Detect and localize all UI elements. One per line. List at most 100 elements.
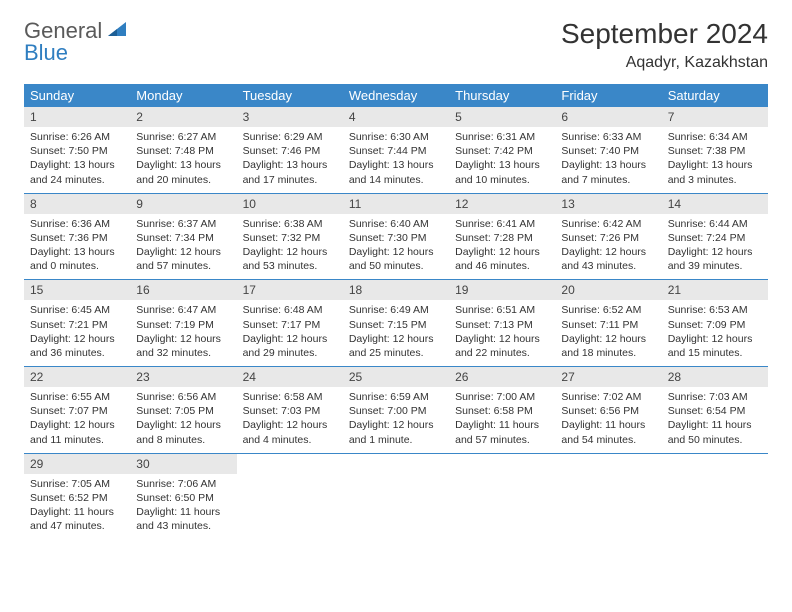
day-details: Sunrise: 6:41 AMSunset: 7:28 PMDaylight:…	[449, 214, 555, 280]
calendar-day-cell	[343, 453, 449, 539]
day-details: Sunrise: 7:02 AMSunset: 6:56 PMDaylight:…	[555, 387, 661, 453]
day-details: Sunrise: 6:58 AMSunset: 7:03 PMDaylight:…	[237, 387, 343, 453]
weekday-header: Monday	[130, 84, 236, 107]
calendar-table: SundayMondayTuesdayWednesdayThursdayFrid…	[24, 84, 768, 539]
calendar-day-cell: 23Sunrise: 6:56 AMSunset: 7:05 PMDayligh…	[130, 367, 236, 454]
calendar-day-cell: 27Sunrise: 7:02 AMSunset: 6:56 PMDayligh…	[555, 367, 661, 454]
day-details: Sunrise: 7:05 AMSunset: 6:52 PMDaylight:…	[24, 474, 130, 540]
calendar-day-cell: 21Sunrise: 6:53 AMSunset: 7:09 PMDayligh…	[662, 280, 768, 367]
day-number: 14	[662, 194, 768, 214]
day-number: 8	[24, 194, 130, 214]
calendar-day-cell: 28Sunrise: 7:03 AMSunset: 6:54 PMDayligh…	[662, 367, 768, 454]
day-number: 1	[24, 107, 130, 127]
day-number: 29	[24, 454, 130, 474]
day-details: Sunrise: 6:36 AMSunset: 7:36 PMDaylight:…	[24, 214, 130, 280]
day-number: 7	[662, 107, 768, 127]
day-number: 27	[555, 367, 661, 387]
day-number: 30	[130, 454, 236, 474]
calendar-day-cell: 24Sunrise: 6:58 AMSunset: 7:03 PMDayligh…	[237, 367, 343, 454]
day-details: Sunrise: 6:47 AMSunset: 7:19 PMDaylight:…	[130, 300, 236, 366]
day-details: Sunrise: 6:29 AMSunset: 7:46 PMDaylight:…	[237, 127, 343, 193]
day-number: 21	[662, 280, 768, 300]
location: Aqadyr, Kazakhstan	[561, 54, 768, 72]
calendar-day-cell	[237, 453, 343, 539]
calendar-day-cell: 22Sunrise: 6:55 AMSunset: 7:07 PMDayligh…	[24, 367, 130, 454]
calendar-week-row: 8Sunrise: 6:36 AMSunset: 7:36 PMDaylight…	[24, 193, 768, 280]
day-details: Sunrise: 6:53 AMSunset: 7:09 PMDaylight:…	[662, 300, 768, 366]
calendar-day-cell: 7Sunrise: 6:34 AMSunset: 7:38 PMDaylight…	[662, 107, 768, 193]
day-number: 5	[449, 107, 555, 127]
calendar-day-cell: 16Sunrise: 6:47 AMSunset: 7:19 PMDayligh…	[130, 280, 236, 367]
weekday-header: Sunday	[24, 84, 130, 107]
weekday-header: Friday	[555, 84, 661, 107]
day-number: 16	[130, 280, 236, 300]
calendar-day-cell: 2Sunrise: 6:27 AMSunset: 7:48 PMDaylight…	[130, 107, 236, 193]
logo-text-blue: Blue	[24, 40, 68, 65]
day-details: Sunrise: 7:06 AMSunset: 6:50 PMDaylight:…	[130, 474, 236, 540]
day-details: Sunrise: 6:40 AMSunset: 7:30 PMDaylight:…	[343, 214, 449, 280]
day-details: Sunrise: 6:59 AMSunset: 7:00 PMDaylight:…	[343, 387, 449, 453]
calendar-week-row: 22Sunrise: 6:55 AMSunset: 7:07 PMDayligh…	[24, 367, 768, 454]
calendar-day-cell: 14Sunrise: 6:44 AMSunset: 7:24 PMDayligh…	[662, 193, 768, 280]
calendar-day-cell: 20Sunrise: 6:52 AMSunset: 7:11 PMDayligh…	[555, 280, 661, 367]
day-number: 18	[343, 280, 449, 300]
day-details: Sunrise: 6:44 AMSunset: 7:24 PMDaylight:…	[662, 214, 768, 280]
calendar-day-cell: 26Sunrise: 7:00 AMSunset: 6:58 PMDayligh…	[449, 367, 555, 454]
day-number: 26	[449, 367, 555, 387]
day-details: Sunrise: 6:42 AMSunset: 7:26 PMDaylight:…	[555, 214, 661, 280]
day-number: 19	[449, 280, 555, 300]
day-number: 25	[343, 367, 449, 387]
day-number: 9	[130, 194, 236, 214]
calendar-day-cell: 8Sunrise: 6:36 AMSunset: 7:36 PMDaylight…	[24, 193, 130, 280]
calendar-day-cell: 25Sunrise: 6:59 AMSunset: 7:00 PMDayligh…	[343, 367, 449, 454]
calendar-day-cell: 18Sunrise: 6:49 AMSunset: 7:15 PMDayligh…	[343, 280, 449, 367]
day-number: 6	[555, 107, 661, 127]
day-number: 11	[343, 194, 449, 214]
day-number: 13	[555, 194, 661, 214]
day-number: 23	[130, 367, 236, 387]
weekday-header: Saturday	[662, 84, 768, 107]
calendar-day-cell: 5Sunrise: 6:31 AMSunset: 7:42 PMDaylight…	[449, 107, 555, 193]
calendar-day-cell: 29Sunrise: 7:05 AMSunset: 6:52 PMDayligh…	[24, 453, 130, 539]
day-number: 24	[237, 367, 343, 387]
calendar-day-cell	[555, 453, 661, 539]
calendar-day-cell: 4Sunrise: 6:30 AMSunset: 7:44 PMDaylight…	[343, 107, 449, 193]
calendar-day-cell: 10Sunrise: 6:38 AMSunset: 7:32 PMDayligh…	[237, 193, 343, 280]
calendar-week-row: 15Sunrise: 6:45 AMSunset: 7:21 PMDayligh…	[24, 280, 768, 367]
day-details: Sunrise: 6:49 AMSunset: 7:15 PMDaylight:…	[343, 300, 449, 366]
day-number: 4	[343, 107, 449, 127]
day-details: Sunrise: 6:37 AMSunset: 7:34 PMDaylight:…	[130, 214, 236, 280]
calendar-day-cell: 30Sunrise: 7:06 AMSunset: 6:50 PMDayligh…	[130, 453, 236, 539]
day-details: Sunrise: 6:27 AMSunset: 7:48 PMDaylight:…	[130, 127, 236, 193]
calendar-day-cell: 13Sunrise: 6:42 AMSunset: 7:26 PMDayligh…	[555, 193, 661, 280]
calendar-day-cell: 9Sunrise: 6:37 AMSunset: 7:34 PMDaylight…	[130, 193, 236, 280]
month-title: September 2024	[561, 18, 768, 50]
calendar-week-row: 29Sunrise: 7:05 AMSunset: 6:52 PMDayligh…	[24, 453, 768, 539]
day-details: Sunrise: 6:48 AMSunset: 7:17 PMDaylight:…	[237, 300, 343, 366]
day-details: Sunrise: 6:51 AMSunset: 7:13 PMDaylight:…	[449, 300, 555, 366]
calendar-day-cell	[449, 453, 555, 539]
day-details: Sunrise: 6:56 AMSunset: 7:05 PMDaylight:…	[130, 387, 236, 453]
day-details: Sunrise: 6:34 AMSunset: 7:38 PMDaylight:…	[662, 127, 768, 193]
weekday-header: Thursday	[449, 84, 555, 107]
calendar-day-cell: 19Sunrise: 6:51 AMSunset: 7:13 PMDayligh…	[449, 280, 555, 367]
day-number: 20	[555, 280, 661, 300]
calendar-day-cell: 1Sunrise: 6:26 AMSunset: 7:50 PMDaylight…	[24, 107, 130, 193]
logo-sail-icon	[106, 20, 128, 43]
day-details: Sunrise: 6:31 AMSunset: 7:42 PMDaylight:…	[449, 127, 555, 193]
day-number: 22	[24, 367, 130, 387]
day-details: Sunrise: 7:00 AMSunset: 6:58 PMDaylight:…	[449, 387, 555, 453]
calendar-day-cell: 15Sunrise: 6:45 AMSunset: 7:21 PMDayligh…	[24, 280, 130, 367]
day-details: Sunrise: 6:33 AMSunset: 7:40 PMDaylight:…	[555, 127, 661, 193]
day-number: 10	[237, 194, 343, 214]
day-details: Sunrise: 6:30 AMSunset: 7:44 PMDaylight:…	[343, 127, 449, 193]
day-number: 17	[237, 280, 343, 300]
header: General September 2024 Aqadyr, Kazakhsta…	[24, 18, 768, 72]
day-number: 2	[130, 107, 236, 127]
weekday-header: Tuesday	[237, 84, 343, 107]
calendar-week-row: 1Sunrise: 6:26 AMSunset: 7:50 PMDaylight…	[24, 107, 768, 193]
day-number: 15	[24, 280, 130, 300]
calendar-day-cell: 11Sunrise: 6:40 AMSunset: 7:30 PMDayligh…	[343, 193, 449, 280]
day-details: Sunrise: 6:26 AMSunset: 7:50 PMDaylight:…	[24, 127, 130, 193]
title-block: September 2024 Aqadyr, Kazakhstan	[561, 18, 768, 72]
